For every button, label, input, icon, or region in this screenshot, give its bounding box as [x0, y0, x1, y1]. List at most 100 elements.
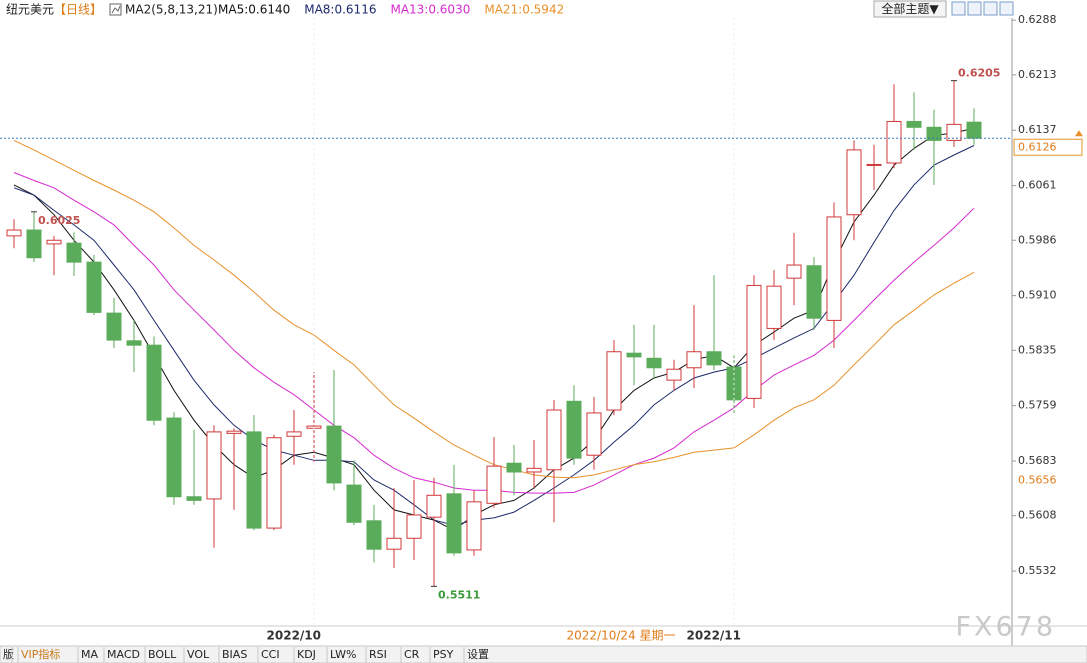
y-tick-label: 0.5532 — [1018, 564, 1057, 577]
candle-body — [106, 312, 122, 341]
y-tick-label: 0.5835 — [1018, 343, 1057, 356]
toolbar-tab[interactable]: CR — [404, 648, 420, 661]
toolbar-tab[interactable]: VIP指标 — [21, 647, 60, 661]
candle-body — [526, 467, 542, 473]
candle-body — [286, 431, 302, 437]
candle-body — [926, 126, 942, 141]
legend-entry: MA13:0.6030 — [390, 3, 470, 17]
candle — [606, 340, 622, 416]
candle-body — [446, 493, 462, 554]
candle — [286, 410, 302, 465]
y-tick-label: 0.5986 — [1018, 233, 1057, 246]
candle — [466, 490, 482, 556]
candle-body — [186, 496, 202, 501]
candle — [46, 235, 62, 276]
toolbar-tab[interactable]: MACD — [107, 648, 140, 661]
candle-body — [386, 537, 402, 550]
y-tick-label: 0.6137 — [1018, 123, 1057, 136]
candle-body — [846, 149, 862, 216]
toolbar-tab[interactable]: KDJ — [297, 648, 316, 661]
candle-body — [126, 340, 142, 346]
theme-button[interactable] — [873, 0, 947, 18]
candle-body — [886, 120, 902, 164]
candle-body — [366, 520, 382, 550]
y-tick-label: 0.6061 — [1018, 179, 1057, 192]
toolbar-tab[interactable]: 设置 — [467, 648, 489, 661]
candle — [686, 305, 702, 389]
indicator-icon[interactable] — [109, 3, 122, 16]
candle — [946, 80, 962, 147]
candle-body — [866, 163, 882, 166]
view-buttons — [951, 1, 1014, 16]
toolbar-tab[interactable]: CCI — [261, 648, 280, 661]
candle-body — [906, 120, 922, 128]
candle — [746, 275, 762, 408]
candle — [506, 445, 522, 496]
candle — [266, 434, 282, 531]
candle-body — [346, 484, 362, 523]
candle — [566, 385, 582, 465]
candle — [886, 84, 902, 169]
toolbar-tab[interactable]: LW% — [330, 648, 356, 661]
candle-body — [706, 351, 722, 366]
toolbar-tab[interactable]: 版 — [3, 647, 14, 661]
candle — [26, 211, 42, 263]
candle-body — [486, 465, 502, 504]
candle-body — [206, 431, 222, 500]
candle — [346, 460, 362, 526]
candle-body — [426, 494, 442, 518]
toolbar-tab[interactable]: PSY — [433, 648, 454, 661]
indicator: MA2(5,8,13,21) — [125, 3, 218, 17]
candle — [186, 429, 202, 505]
indicator-icon-line — [111, 5, 121, 14]
candle — [766, 270, 782, 341]
candle — [926, 109, 942, 185]
candle — [386, 488, 402, 569]
crosshair-date: 2022/10/24 星期一 — [567, 629, 676, 643]
candle — [106, 297, 122, 349]
toolbar-tab[interactable]: VOL — [187, 648, 210, 661]
candle-body — [26, 229, 42, 259]
candle-body — [306, 425, 322, 429]
toolbar-tab[interactable]: BOLL — [148, 648, 177, 661]
candle — [206, 425, 222, 548]
candle — [846, 140, 862, 241]
candle — [486, 436, 502, 508]
candle — [626, 324, 642, 386]
candle — [246, 415, 262, 531]
candle — [366, 504, 382, 563]
legend-entry: MA21:0.5942 — [484, 3, 564, 17]
candle — [406, 479, 422, 561]
toolbar-tab[interactable]: RSI — [369, 648, 387, 661]
last-price-arrow — [1075, 130, 1083, 137]
plot-area — [6, 80, 982, 587]
candle-body — [666, 368, 682, 381]
x-tick-label: 2022/10 — [267, 629, 321, 643]
candle — [426, 477, 442, 587]
candle-body — [766, 285, 782, 329]
toolbar-tab[interactable]: MA — [81, 648, 98, 661]
candle-body — [646, 357, 662, 369]
last-price-label: 0.6126 — [1018, 141, 1057, 154]
scroll-right[interactable] — [999, 1, 1014, 16]
zoom-out[interactable] — [967, 1, 982, 16]
candle-body — [86, 261, 102, 313]
candle — [906, 92, 922, 150]
candle-body — [606, 351, 622, 411]
extreme-label: 0.5511 — [438, 588, 480, 601]
candle — [226, 428, 242, 510]
candle — [666, 359, 682, 391]
toolbar — [0, 645, 1087, 663]
y-tick-label: 0.5608 — [1018, 509, 1057, 522]
candle — [126, 320, 142, 373]
candle-body — [786, 264, 802, 279]
candle — [826, 202, 842, 349]
candle-body — [686, 351, 702, 369]
scroll-left[interactable] — [983, 1, 998, 16]
zoom-in[interactable] — [951, 1, 966, 16]
candle-body — [146, 344, 162, 421]
toolbar-tab[interactable]: BIAS — [222, 648, 247, 661]
candle-body — [226, 430, 242, 434]
candle — [146, 336, 162, 426]
